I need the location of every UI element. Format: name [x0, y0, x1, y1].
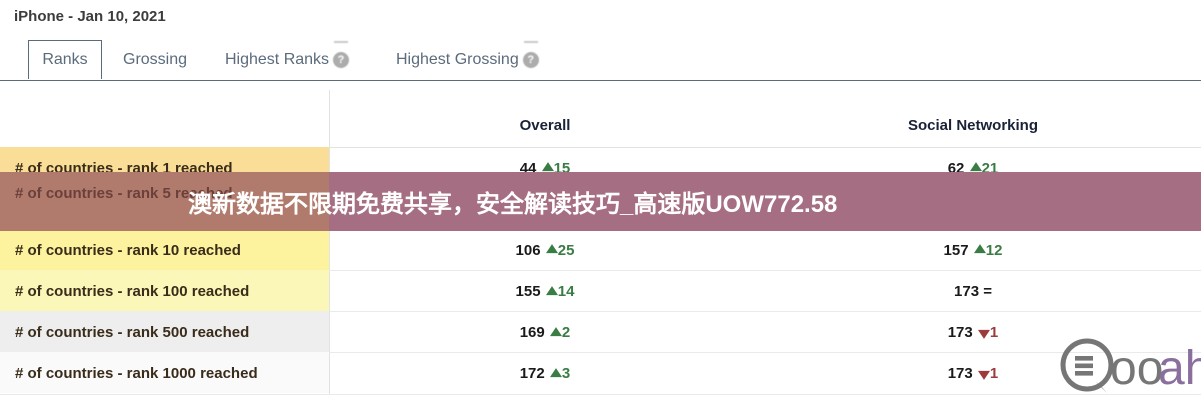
svg-text:oo: oo	[1110, 342, 1163, 395]
svg-text:ah: ah	[1158, 342, 1201, 395]
